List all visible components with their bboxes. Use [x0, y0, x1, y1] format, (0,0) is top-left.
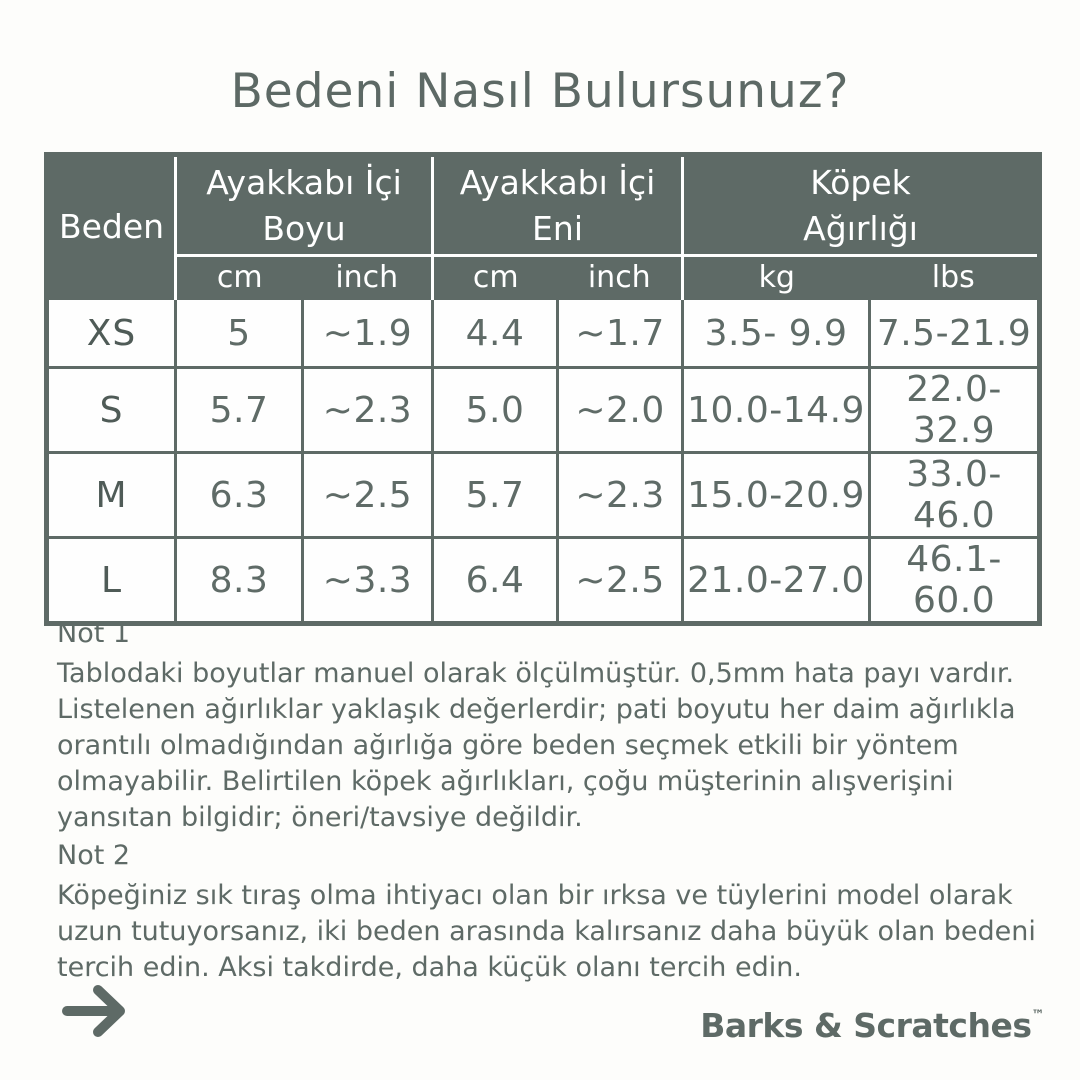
note-1-heading: Not 1 [57, 618, 131, 649]
table-cell: 5 [174, 297, 304, 369]
header-group-shoe-length: Ayakkabı İçi Boyu [173, 154, 433, 256]
table-cell: 46.1-60.0 [868, 536, 1042, 625]
table-cell: 21.0-27.0 [681, 536, 872, 625]
table-cell: 5.7 [431, 451, 560, 539]
size-chart-table: Beden Ayakkabı İçi Boyu Ayakkabı İçi Eni… [44, 152, 1043, 626]
row-size-label: XS [45, 297, 177, 369]
table-cell: 6.3 [174, 451, 304, 539]
header-group-dog-weight: Köpek Ağırlığı [681, 154, 1040, 256]
table-cell: 6.4 [431, 536, 560, 625]
brand-logo: Barks & Scratches™ [700, 1006, 1044, 1045]
table-cell: 8.3 [174, 536, 304, 625]
next-arrow-icon[interactable] [60, 982, 134, 1040]
table-row-m: M 6.3 ~2.5 5.7 ~2.3 15.0-20.9 33.0-46.0 [45, 451, 1042, 539]
table-cell: 15.0-20.9 [681, 451, 872, 539]
table-cell: ~2.5 [556, 536, 685, 625]
note-1-body: Tablodaki boyutlar manuel olarak ölçülmü… [57, 658, 1016, 833]
brand-name: Barks & Scratches [700, 1006, 1032, 1045]
table-cell: ~2.0 [556, 366, 685, 454]
table-cell: ~2.3 [300, 366, 435, 454]
trademark-symbol: ™ [1031, 1008, 1045, 1023]
subheader-width-inch: inch [557, 254, 683, 299]
subheader-length-cm: cm [174, 254, 303, 299]
table-cell: ~1.9 [300, 297, 435, 369]
table-cell: 3.5- 9.9 [681, 297, 872, 369]
row-size-label: L [45, 536, 177, 625]
table-cell: 22.0-32.9 [868, 366, 1042, 454]
table-cell: ~1.7 [556, 297, 685, 369]
table-cell: ~2.5 [300, 451, 435, 539]
note-1: Not 1 Tablodaki boyutlar manuel olarak ö… [57, 618, 1042, 836]
table-header-unit-row: cm inch cm inch kg lbs [47, 254, 1040, 299]
header-size-column: Beden [46, 154, 176, 299]
table-cell: 7.5-21.9 [868, 297, 1042, 369]
page-title: Bedeni Nasıl Bulursunuz? [230, 64, 850, 119]
table-cell: 5.0 [431, 366, 560, 454]
row-size-label: S [45, 366, 177, 454]
table-cell: ~3.3 [300, 536, 435, 625]
table-row-s: S 5.7 ~2.3 5.0 ~2.0 10.0-14.9 22.0-32.9 [45, 366, 1042, 454]
table-cell: 5.7 [174, 366, 304, 454]
subheader-weight-kg: kg [681, 254, 870, 299]
header-group-shoe-width: Ayakkabı İçi Eni [431, 154, 683, 256]
note-2: Not 2 Köpeğiniz sık tıraş olma ihtiyacı … [57, 840, 1042, 986]
table-row-xs: XS 5 ~1.9 4.4 ~1.7 3.5- 9.9 7.5-21.9 [45, 297, 1042, 369]
table-cell: 10.0-14.9 [681, 366, 872, 454]
table-cell: 33.0-46.0 [868, 451, 1042, 539]
subheader-length-inch: inch [302, 254, 433, 299]
table-header-group-row: Beden Ayakkabı İçi Boyu Ayakkabı İçi Eni… [46, 154, 1040, 299]
table-row-l: L 8.3 ~3.3 6.4 ~2.5 21.0-27.0 46.1-60.0 [45, 536, 1042, 625]
table-cell: 4.4 [431, 297, 560, 369]
note-2-heading: Not 2 [57, 840, 131, 871]
subheader-width-cm: cm [431, 254, 558, 299]
row-size-label: M [45, 451, 177, 539]
subheader-weight-lbs: lbs [869, 254, 1040, 299]
note-2-body: Köpeğiniz sık tıraş olma ihtiyacı olan b… [57, 880, 1036, 983]
table-cell: ~2.3 [556, 451, 685, 539]
